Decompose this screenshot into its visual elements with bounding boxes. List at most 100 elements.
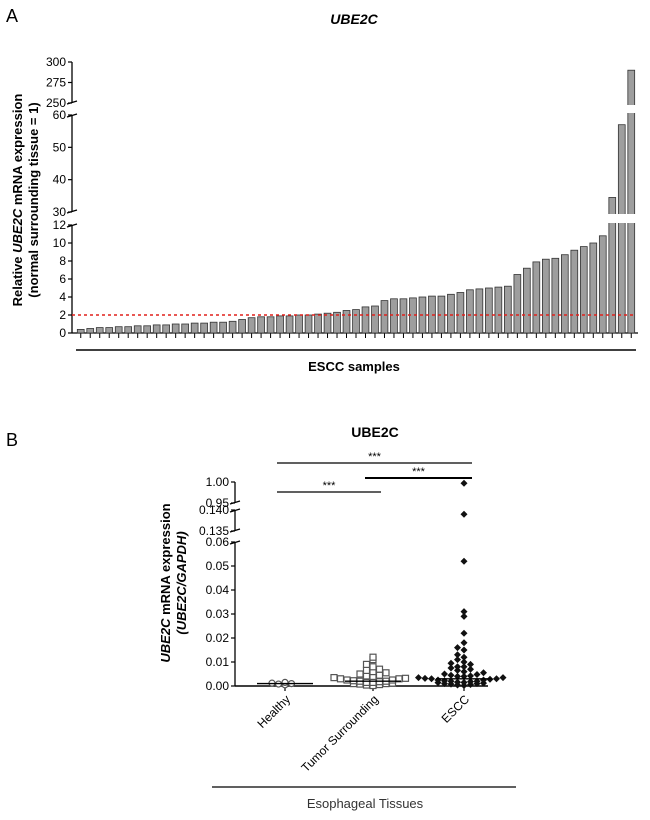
panel-a-ylabel-line2: (normal surrounding tissue = 1) [26, 102, 41, 297]
panel-b-point [460, 510, 468, 518]
panel-a-bar [589, 242, 598, 334]
panel-b-point [499, 674, 507, 682]
panel-a-y-tick-label: 10 [53, 236, 67, 250]
panel-a-axis-break [66, 209, 78, 214]
panel-b-x-tick-label: Tumor Surrounding [298, 692, 381, 775]
panel-b-axis-break [229, 500, 241, 505]
panel-a-bar [579, 246, 588, 334]
panel-a-bar [200, 322, 208, 334]
panel-a-bar [209, 321, 218, 334]
panel-a-bar [143, 325, 152, 334]
panel-b-point [401, 674, 410, 682]
panel-a-bar [152, 324, 161, 334]
panel-b-chart: UBE2C UBE2C mRNA expression (UBE2C/GAPDH… [158, 424, 516, 811]
panel-a-bar [181, 323, 189, 334]
panel-b-y-tick-label: 0.05 [206, 559, 230, 573]
panel-a-bar [238, 319, 246, 334]
panel-b-point [460, 658, 468, 666]
panel-b-point [460, 668, 468, 676]
panel-a-y-tick-label: 4 [59, 290, 66, 304]
panel-b-point [460, 646, 468, 654]
panel-b-xlabel: Esophageal Tissues [307, 796, 424, 811]
panel-a-bar [266, 316, 275, 334]
panel-b-y-tick-label: 0.02 [206, 631, 230, 645]
panel-b-point [382, 669, 390, 677]
panel-a-bar [542, 258, 550, 334]
panel-b-point [493, 675, 500, 683]
panel-b-point [441, 670, 448, 678]
panel-b-axis-break [229, 540, 241, 545]
panel-a-y-tick-label: 275 [46, 76, 66, 90]
panel-a-bar [304, 314, 313, 334]
panel-a-bar [380, 300, 389, 334]
panel-a-bar [598, 235, 607, 334]
panel-b-point [454, 663, 461, 671]
panel-b-point [447, 664, 455, 672]
panel-b-ylabel-line2: (UBE2C/GAPDH) [174, 531, 189, 634]
panel-b-point [454, 678, 461, 686]
panel-b-point [454, 644, 461, 652]
panel-a-y-tick-label: 250 [46, 96, 66, 110]
panel-b-point [362, 678, 371, 687]
panel-a-bar [171, 323, 180, 334]
panel-b-point [375, 665, 384, 673]
panel-b-point [362, 666, 371, 675]
panel-a-axis-break [66, 100, 78, 105]
panel-b-significance-label: *** [368, 451, 382, 463]
panel-b-x-tick-label: Healthy [254, 692, 293, 731]
panel-b-point [460, 608, 468, 616]
panel-b-point [454, 651, 461, 659]
panel-b-significance-label: *** [323, 480, 337, 492]
panel-a-bar [295, 314, 303, 334]
panel-b-y-tick-label: 0.03 [206, 607, 230, 621]
panel-a-bar [513, 274, 522, 334]
panel-a-ylabel-line1: Relative UBE2C mRNA expression [10, 94, 25, 307]
panel-label-a: A [6, 6, 18, 26]
panel-b-point [415, 674, 422, 682]
panel-a-xlabel: ESCC samples [308, 359, 400, 374]
panel-b-point [428, 675, 435, 683]
panel-a-bar [466, 289, 474, 334]
panel-a-bar [504, 285, 512, 334]
panel-a-y-tick-label: 60 [53, 108, 67, 122]
panel-b-point [460, 557, 468, 565]
panel-a-break-gap [73, 105, 637, 113]
panel-b-point [454, 656, 461, 664]
panel-b-ylabel-line1: UBE2C mRNA expression [158, 503, 173, 662]
panel-a-bar [342, 310, 351, 334]
panel-a-bar [494, 286, 503, 334]
panel-a-bar [627, 69, 636, 334]
panel-a-bar [371, 305, 379, 334]
panel-a-bar [228, 320, 237, 334]
panel-a-bar [485, 287, 493, 334]
panel-b-point [281, 678, 289, 687]
panel-a-bar [608, 197, 617, 334]
panel-b-point [460, 612, 468, 620]
panel-a-y-tick-label: 2 [59, 308, 66, 322]
panel-a-bar [361, 306, 370, 334]
panel-a-title: UBE2C [330, 11, 378, 27]
panel-b-point [467, 672, 474, 680]
panel-a-axis-break [66, 113, 78, 118]
panel-a-y-tick-label: 300 [46, 55, 66, 69]
panel-b-significance: *** *** *** [277, 451, 472, 493]
panel-a-bar [399, 298, 408, 334]
panel-a-bar [133, 325, 142, 334]
panel-a-bar [219, 321, 227, 334]
panel-label-b: B [6, 430, 18, 450]
panel-a-bars [72, 69, 637, 334]
panel-a-axis-break [66, 223, 78, 228]
panel-a-bar [523, 267, 531, 334]
panel-b-x-tick-label: ESCC [439, 692, 473, 726]
panel-a-y-tick-label: 0 [59, 326, 66, 340]
panel-b-point [388, 676, 397, 684]
panel-a-bar [314, 313, 322, 334]
panel-a-bar [95, 327, 104, 334]
panel-b-y-tick-label: 0.04 [206, 583, 230, 597]
panel-a-bar [247, 317, 256, 334]
panel-b-point [369, 678, 377, 687]
panel-b-y-tick-label: 1.00 [206, 475, 230, 489]
panel-a-bar [352, 309, 360, 334]
panel-a-bar [551, 257, 560, 334]
